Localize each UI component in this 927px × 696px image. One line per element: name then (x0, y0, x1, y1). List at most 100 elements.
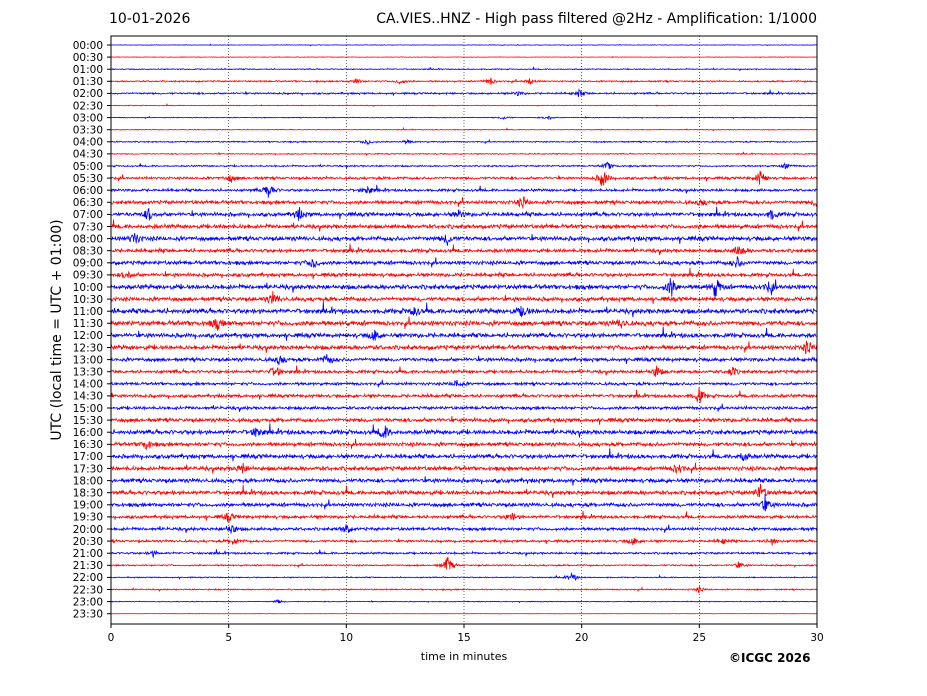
trace-0430 (110, 151, 818, 157)
trace-1200 (110, 326, 818, 341)
y-tick-label: 02:30 (73, 100, 103, 112)
y-tick-label: 12:00 (73, 330, 103, 342)
trace-1700 (110, 448, 818, 462)
trace-0800 (110, 232, 818, 246)
trace-1000 (110, 278, 818, 298)
y-tick-label: 16:30 (73, 439, 103, 451)
y-tick-label: 20:30 (73, 536, 103, 548)
trace-0930 (110, 267, 818, 280)
trace-0730 (110, 219, 818, 232)
y-tick-label: 10:30 (73, 294, 103, 306)
trace-1300 (110, 354, 818, 366)
y-tick-label: 13:30 (73, 367, 103, 379)
trace-0000 (110, 43, 818, 47)
x-tick-label: 10 (340, 632, 353, 644)
trace-1030 (110, 290, 818, 305)
x-axis-label: time in minutes (420, 650, 508, 663)
seismic-traces (110, 43, 818, 615)
trace-2130 (110, 556, 818, 570)
y-tick-label: 19:00 (73, 500, 103, 512)
trace-1400 (110, 379, 818, 388)
y-tick-label: 17:00 (73, 451, 103, 463)
y-tick-label: 17:30 (73, 463, 103, 475)
y-tick-label: 22:00 (73, 572, 103, 584)
x-tick-label: 0 (108, 632, 115, 644)
trace-2100 (110, 549, 818, 559)
trace-0200 (110, 88, 818, 98)
x-tick-label: 25 (693, 632, 706, 644)
y-tick-label: 14:30 (73, 391, 103, 403)
y-tick-label: 23:30 (73, 609, 103, 621)
trace-1130 (110, 316, 818, 331)
copyright-notice: ©ICGC 2026 (729, 651, 811, 665)
x-tick-label: 30 (810, 632, 823, 644)
y-tick-label: 08:30 (73, 246, 103, 258)
y-tick-label: 01:30 (73, 76, 103, 88)
y-tick-label: 15:30 (73, 415, 103, 427)
trace-1100 (110, 301, 818, 318)
y-tick-label: 18:00 (73, 475, 103, 487)
x-tick-label: 5 (225, 632, 232, 644)
trace-1630 (110, 438, 818, 451)
y-tick-label: 06:30 (73, 197, 103, 209)
y-tick-label: 07:30 (73, 221, 103, 233)
trace-0500 (110, 161, 818, 170)
y-tick-label: 02:00 (73, 88, 103, 100)
trace-2300 (110, 599, 818, 604)
x-tick-label: 20 (575, 632, 588, 644)
trace-1430 (110, 387, 818, 404)
y-tick-label: 09:30 (73, 270, 103, 282)
trace-2330 (110, 612, 818, 615)
trace-0330 (110, 126, 818, 132)
trace-2200 (110, 572, 818, 582)
y-tick-label: 05:30 (73, 173, 103, 185)
y-tick-label: 00:30 (73, 52, 103, 64)
trace-1930 (110, 510, 818, 523)
trace-0830 (110, 243, 818, 256)
y-tick-label: 14:00 (73, 379, 103, 391)
y-tick-label: 03:00 (73, 112, 103, 124)
y-tick-label: 15:00 (73, 403, 103, 415)
y-tick-label: 19:30 (73, 512, 103, 524)
trace-0700 (110, 206, 818, 221)
trace-0300 (110, 115, 818, 121)
trace-0230 (110, 102, 818, 108)
trace-0630 (110, 195, 818, 209)
y-tick-label: 04:30 (73, 149, 103, 161)
trace-2030 (110, 537, 818, 546)
y-tick-label: 13:00 (73, 354, 103, 366)
y-tick-label: 09:00 (73, 258, 103, 270)
y-tick-label: 03:30 (73, 125, 103, 137)
y-tick-label: 00:00 (73, 40, 103, 52)
x-tick-label: 15 (457, 632, 470, 644)
y-tick-label: 07:00 (73, 209, 103, 221)
y-tick-label: 23:00 (73, 596, 103, 608)
y-tick-label: 22:30 (73, 584, 103, 596)
y-tick-label: 04:00 (73, 137, 103, 149)
trace-1800 (110, 476, 818, 486)
trace-0130 (110, 77, 818, 85)
y-tick-label: 10:00 (73, 282, 103, 294)
trace-1330 (110, 365, 818, 377)
trace-1500 (110, 403, 818, 412)
y-tick-label: 11:00 (73, 306, 103, 318)
grid-lines (228, 36, 700, 624)
y-tick-label: 06:00 (73, 185, 103, 197)
trace-1230 (110, 340, 818, 355)
y-tick-label: 11:30 (73, 318, 103, 330)
y-tick-label: 21:30 (73, 560, 103, 572)
y-tick-label: 08:00 (73, 233, 103, 245)
y-tick-label: 12:30 (73, 342, 103, 354)
trace-1730 (110, 462, 818, 475)
plot-date: 10-01-2026 (109, 11, 191, 27)
trace-0400 (110, 138, 818, 146)
trace-0600 (110, 184, 818, 198)
y-tick-label: 21:00 (73, 548, 103, 560)
trace-0030 (110, 55, 818, 59)
y-tick-label: 18:30 (73, 488, 103, 500)
plot-title: CA.VIES..HNZ - High pass filtered @2Hz -… (376, 11, 817, 27)
trace-0900 (110, 256, 818, 268)
x-ticks: 0 5 10 15 20 25 30 (108, 624, 824, 644)
trace-1830 (110, 483, 818, 498)
